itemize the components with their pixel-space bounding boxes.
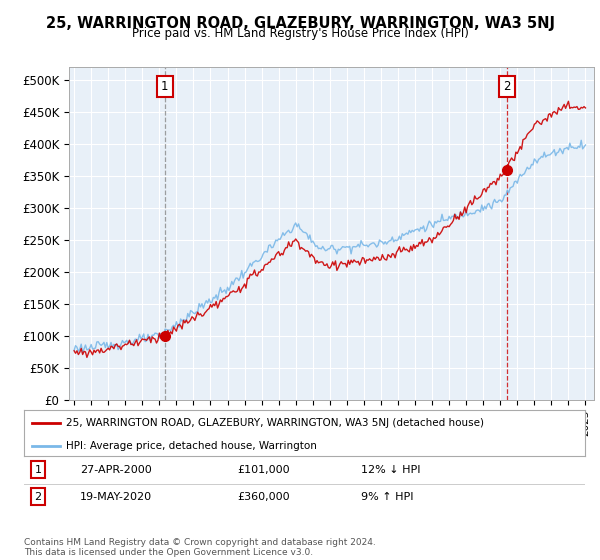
Text: 25, WARRINGTON ROAD, GLAZEBURY, WARRINGTON, WA3 5NJ (detached house): 25, WARRINGTON ROAD, GLAZEBURY, WARRINGT… — [66, 418, 484, 428]
Text: 2: 2 — [34, 492, 41, 502]
Text: 19-MAY-2020: 19-MAY-2020 — [80, 492, 152, 502]
Text: 1: 1 — [161, 80, 169, 93]
Text: HPI: Average price, detached house, Warrington: HPI: Average price, detached house, Warr… — [66, 441, 317, 451]
Text: 1: 1 — [35, 465, 41, 475]
Text: £101,000: £101,000 — [237, 465, 290, 475]
Text: 12% ↓ HPI: 12% ↓ HPI — [361, 465, 420, 475]
Text: Contains HM Land Registry data © Crown copyright and database right 2024.
This d: Contains HM Land Registry data © Crown c… — [24, 538, 376, 557]
Text: 25, WARRINGTON ROAD, GLAZEBURY, WARRINGTON, WA3 5NJ: 25, WARRINGTON ROAD, GLAZEBURY, WARRINGT… — [46, 16, 554, 31]
Text: 9% ↑ HPI: 9% ↑ HPI — [361, 492, 413, 502]
Text: 27-APR-2000: 27-APR-2000 — [80, 465, 152, 475]
Text: £360,000: £360,000 — [237, 492, 290, 502]
Text: Price paid vs. HM Land Registry's House Price Index (HPI): Price paid vs. HM Land Registry's House … — [131, 27, 469, 40]
Text: 2: 2 — [503, 80, 511, 93]
